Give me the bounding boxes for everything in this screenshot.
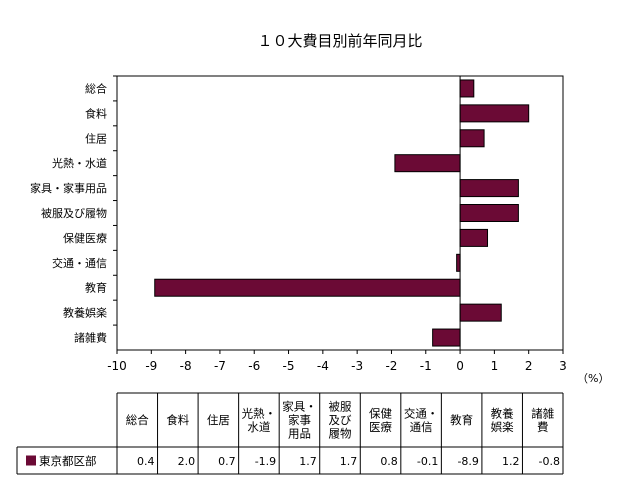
table-header: 通信 xyxy=(410,420,433,434)
bar xyxy=(459,104,530,123)
table-value: 0.7 xyxy=(218,455,236,468)
table-value: -1.9 xyxy=(255,455,276,468)
table-value: 1.7 xyxy=(340,455,358,468)
x-tick-label: -4 xyxy=(317,359,329,373)
x-tick-label: -1 xyxy=(420,359,432,373)
x-tick-label: 0 xyxy=(456,359,464,373)
category-label: 家具・家事用品 xyxy=(30,181,107,195)
x-tick-label: 1 xyxy=(491,359,499,373)
bar xyxy=(154,278,461,297)
plot-frame xyxy=(116,75,564,351)
bar xyxy=(459,228,489,247)
x-tick-label: -10 xyxy=(107,359,127,373)
table-header: 光熱・ xyxy=(242,406,277,420)
x-tick-label: -2 xyxy=(385,359,397,373)
table-header: 被服 xyxy=(329,400,352,414)
table-header: 教育 xyxy=(450,413,473,427)
table-header: 医療 xyxy=(369,420,392,434)
table-header: 履物 xyxy=(329,427,352,441)
x-tick-label: -8 xyxy=(180,359,192,373)
table-header: 用品 xyxy=(288,427,311,441)
table-header: 教養 xyxy=(491,406,514,420)
x-tick-label: -6 xyxy=(248,359,260,373)
x-tick-label: -3 xyxy=(351,359,363,373)
table-header: 諸雑 xyxy=(531,406,554,420)
bar xyxy=(459,204,519,222)
x-tick-label: -9 xyxy=(145,359,157,373)
table-header: 交通・ xyxy=(404,406,439,420)
table-value: -0.1 xyxy=(417,455,438,468)
table-header: 費 xyxy=(537,420,549,434)
x-tick-label: -5 xyxy=(283,359,295,373)
bar xyxy=(459,79,475,98)
category-label: 交通・通信 xyxy=(52,256,107,270)
x-tick-label: 3 xyxy=(559,359,567,373)
table-header: 娯楽 xyxy=(491,420,514,434)
category-label: 教養娯楽 xyxy=(63,306,107,320)
category-label: 光熱・水道 xyxy=(52,156,107,170)
table-value: 1.2 xyxy=(502,455,520,468)
category-label: 食料 xyxy=(85,106,107,120)
table-header: 及び xyxy=(329,413,352,427)
table-header: 総合 xyxy=(126,413,149,427)
bar xyxy=(459,303,502,322)
plot-area: 総合食料住居光熱・水道家具・家事用品被服及び履物保健医療交通・通信教育教養娯楽諸… xyxy=(30,75,609,385)
chart-title: １０大費目別前年同月比 xyxy=(257,32,422,50)
bar xyxy=(432,328,461,347)
table-value: 0.4 xyxy=(137,455,155,468)
table-header: 食料 xyxy=(166,413,189,427)
table-value: -0.8 xyxy=(539,455,560,468)
table-value: 0.8 xyxy=(380,455,398,468)
category-label: 総合 xyxy=(85,81,107,95)
bar xyxy=(456,253,461,272)
table-header: 家事 xyxy=(288,413,311,427)
category-label: 保健医療 xyxy=(63,231,107,245)
table-value: -8.9 xyxy=(457,455,478,468)
legend-swatch xyxy=(26,455,36,466)
category-label: 諸雑費 xyxy=(74,331,107,345)
table-header: 保健 xyxy=(369,406,392,420)
bar xyxy=(459,129,485,148)
bar xyxy=(459,179,519,198)
unit-label: （%） xyxy=(577,372,609,385)
table-header: 水道 xyxy=(247,420,270,434)
table-value: 1.7 xyxy=(299,455,317,468)
table-value: 2.0 xyxy=(178,455,196,468)
legend-label: 東京都区部 xyxy=(39,454,97,468)
table-header: 住居 xyxy=(207,413,230,427)
category-label: 被服及び履物 xyxy=(41,206,107,220)
category-label: 教育 xyxy=(85,281,107,295)
x-tick-label: -7 xyxy=(214,359,226,373)
table-header: 家具・ xyxy=(282,400,317,414)
x-tick-label: 2 xyxy=(525,359,533,373)
bar xyxy=(394,154,461,173)
category-label: 住居 xyxy=(85,131,107,145)
